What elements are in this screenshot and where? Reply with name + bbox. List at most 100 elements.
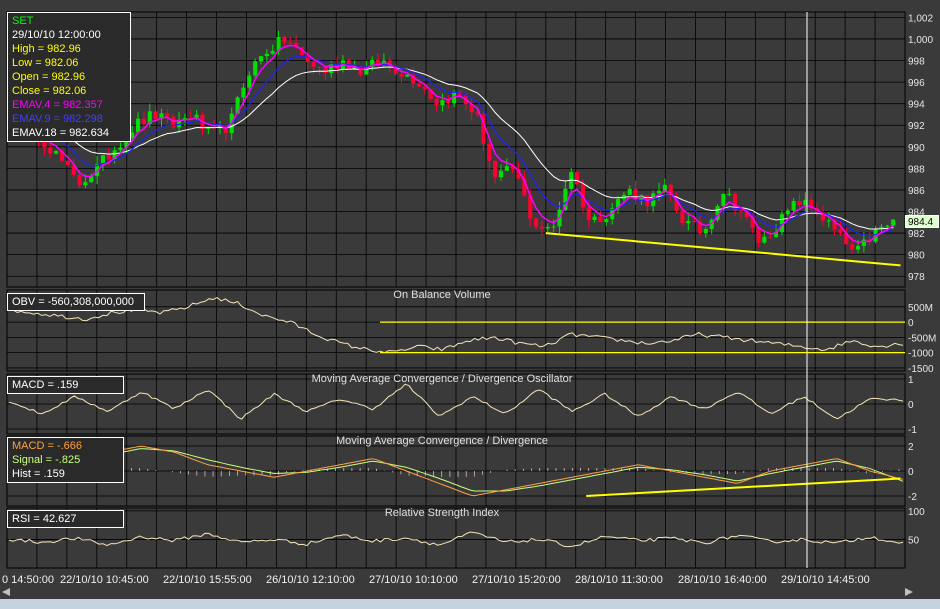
- candle-body: [329, 64, 334, 73]
- scroll-left-arrow-icon: [2, 588, 10, 596]
- candle-body: [399, 73, 404, 77]
- candle-body: [370, 59, 375, 67]
- candle-body: [838, 229, 843, 233]
- emav4-line: [20, 44, 894, 244]
- candle-body: [77, 174, 82, 186]
- macd-osc-value: MACD = .159: [12, 379, 79, 391]
- time-axis-label: 27/10/10 15:20:00: [472, 574, 561, 586]
- candle-body: [662, 184, 667, 191]
- macd-trendline: [586, 477, 901, 497]
- candle-body: [504, 166, 509, 171]
- candle-body: [791, 201, 796, 211]
- candle-body: [551, 226, 556, 228]
- candle-body: [422, 86, 427, 90]
- info-emav4: EMAV.4 = 982.357: [12, 99, 103, 111]
- candle-body: [270, 50, 275, 54]
- info-symbol: SET: [12, 15, 34, 27]
- price-axis-tick: 992: [908, 121, 925, 132]
- price-axis-tick: 1,000: [908, 35, 933, 46]
- rsi-panel-title: Relative Strength Index: [384, 507, 500, 519]
- candle-body: [100, 155, 105, 165]
- candle-body: [59, 150, 65, 161]
- price-axis-tick: 996: [908, 78, 925, 89]
- info-close: Close = 982.06: [12, 85, 87, 97]
- macd-value: MACD = -.666: [12, 440, 82, 452]
- candle-body: [709, 219, 714, 229]
- current-price-tag: 984.4: [905, 215, 939, 228]
- candle-body: [165, 113, 170, 117]
- candle-body: [446, 100, 451, 104]
- candle-body: [598, 216, 603, 223]
- candle-body: [452, 91, 457, 104]
- time-axis-label: 29/10/10 14:45:00: [781, 574, 870, 586]
- obv-axis-tick: -1500: [908, 364, 934, 375]
- candle-body: [393, 65, 398, 74]
- horizontal-scrollbar[interactable]: [0, 599, 940, 609]
- time-axis-label: 22/10/10 15:55:00: [163, 574, 252, 586]
- candle-body: [299, 47, 305, 56]
- macd-osc-panel-title: Moving Average Convergence / Divergence …: [311, 373, 573, 385]
- time-axis-label: 26/10/10 12:10:00: [266, 574, 355, 586]
- candle-body: [411, 74, 416, 84]
- candle-body: [288, 42, 293, 44]
- scroll-right-arrow-icon: [905, 588, 913, 596]
- candle-body: [405, 74, 410, 77]
- candle-body: [481, 114, 486, 144]
- price-axis-tick: 982: [908, 229, 925, 240]
- candle-body: [493, 160, 498, 178]
- macd-axis-tick: 2: [908, 442, 914, 453]
- time-axis-label: 22/10/10 10:45:00: [60, 574, 149, 586]
- candle-body: [879, 226, 884, 229]
- candle-body: [627, 188, 632, 195]
- macd-panel-title: Moving Average Convergence / Divergence: [336, 435, 548, 447]
- candle-body: [112, 150, 117, 160]
- candle-body: [692, 220, 697, 222]
- candle-body: [294, 42, 299, 48]
- price-axis-tick: 978: [908, 272, 925, 283]
- candle-body: [469, 104, 474, 113]
- candle-body: [352, 66, 357, 70]
- candle-body: [130, 132, 135, 138]
- macd-osc-axis-tick: 0: [908, 400, 914, 411]
- candle-body: [727, 193, 732, 195]
- candle-body: [686, 220, 691, 224]
- price-axis-tick: 984: [908, 208, 925, 219]
- candle-body: [83, 182, 88, 186]
- candle-body: [738, 210, 744, 212]
- candle-body: [276, 37, 281, 51]
- macd-axis-tick: 0: [908, 467, 914, 478]
- candle-body: [750, 216, 755, 228]
- candle-body: [715, 206, 720, 220]
- candle-body: [891, 219, 896, 226]
- signal-value: Signal = -.825: [12, 454, 81, 466]
- candle-body: [475, 112, 480, 115]
- price-axis-tick: 1,002: [908, 13, 933, 24]
- obv-axis-tick: 0: [908, 318, 914, 329]
- price-axis-tick: 986: [908, 186, 925, 197]
- price-axis-tick: 980: [908, 251, 925, 262]
- candle-body: [633, 188, 638, 200]
- candle-body: [604, 219, 609, 223]
- candle-body: [809, 199, 814, 209]
- price-info-box: SET 29/10/10 12:00:00 High = 982.96 Low …: [7, 12, 131, 142]
- obv-axis-tick: -1000: [908, 349, 934, 360]
- price-trendline: [545, 232, 901, 267]
- hist-value: Hist = .159: [12, 468, 65, 480]
- candle-body: [615, 199, 621, 209]
- candle-body: [264, 53, 269, 57]
- price-axis-tick: 990: [908, 143, 925, 154]
- candle-body: [586, 207, 591, 221]
- info-high: High = 982.96: [12, 43, 81, 55]
- candle-body: [89, 176, 94, 183]
- candle-body: [592, 216, 597, 221]
- candle-body: [516, 168, 521, 179]
- candle-body: [241, 87, 246, 98]
- candle-body: [217, 125, 223, 129]
- candle-body: [703, 228, 708, 234]
- candle-body: [176, 119, 182, 128]
- candle-body: [48, 147, 53, 154]
- candle-body: [305, 55, 310, 62]
- candle-body: [153, 111, 158, 119]
- candle-body: [803, 199, 808, 206]
